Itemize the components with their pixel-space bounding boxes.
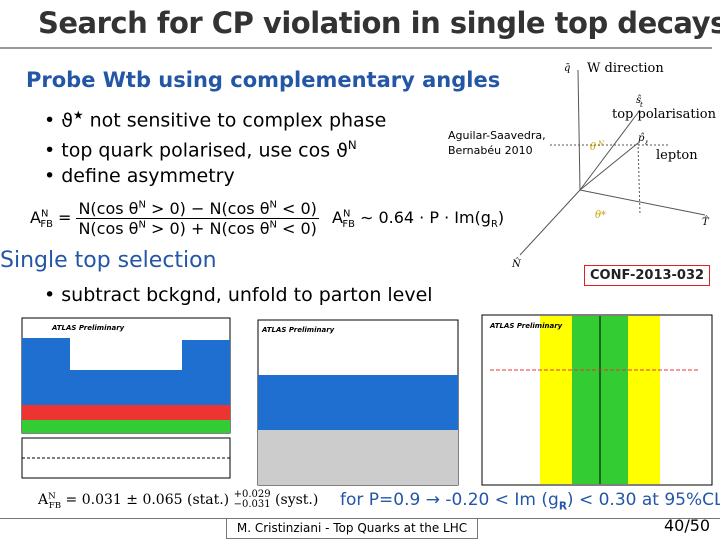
heading: Single top selection	[0, 248, 217, 273]
bullet: • top quark polarised, use cos ϑN	[44, 138, 357, 162]
svg-text:t: t	[640, 101, 643, 109]
heading: Probe Wtb using complementary angles	[26, 68, 501, 92]
bullet: • subtract bckgnd, unfold to parton leve…	[44, 284, 433, 306]
svg-text:ℓ: ℓ	[644, 139, 648, 147]
svg-text:q̄: q̄	[564, 63, 570, 74]
bullet-list: • ϑ★ not sensitive to complex phase • to…	[44, 103, 386, 189]
page-number: 40/50	[664, 516, 711, 535]
svg-text:ŝ: ŝ	[636, 95, 641, 106]
svg-text:ATLAS Preliminary: ATLAS Preliminary	[51, 324, 125, 332]
approx-formula: ANFB ∼ 0.64 · P · Im(gR)	[332, 208, 505, 231]
citation: Aguilar-Saavedra, Bernabéu 2010	[448, 129, 546, 157]
reference-box: CONF-2013-032	[584, 265, 711, 286]
svg-text:p̂: p̂	[638, 133, 645, 144]
bullet: • define asymmetry	[44, 164, 235, 187]
svg-text:N: N	[597, 140, 605, 148]
svg-text:T̂: T̂	[702, 216, 710, 228]
asymmetry-formula: ANFB = N(cos θN > 0) − N(cos θN < 0) N(c…	[30, 199, 319, 238]
footer-rule	[0, 518, 720, 519]
limit: for P=0.9 → -0.20 < Im (gR) < 0.30 at 95…	[340, 490, 720, 513]
svg-text:ATLAS Preliminary: ATLAS Preliminary	[489, 322, 563, 330]
title-rule	[0, 47, 712, 49]
svg-text:W direction: W direction	[587, 61, 664, 76]
plots: ATLAS Preliminary ATLAS Preliminary ATLA…	[21, 314, 713, 486]
svg-text:lepton: lepton	[656, 148, 698, 163]
svg-text:top polarisation: top polarisation	[612, 107, 717, 122]
angle-diagram: q̄ W direction ŝ t top polarisation p̂ ℓ…	[511, 61, 717, 270]
svg-text:θ*: θ*	[595, 210, 606, 221]
footer-author: M. Cristinziani - Top Quarks at the LHC	[226, 518, 478, 539]
title: Search for CP violation in single top de…	[38, 6, 720, 40]
svg-text:θ: θ	[590, 142, 596, 153]
svg-text:N̂: N̂	[511, 258, 522, 270]
svg-text:ATLAS Preliminary: ATLAS Preliminary	[261, 326, 335, 334]
measurement: ANFB = 0.031 ± 0.065 (stat.) +0.029 −0.03…	[38, 489, 319, 511]
bullet: • ϑ★ not sensitive to complex phase	[44, 108, 387, 132]
